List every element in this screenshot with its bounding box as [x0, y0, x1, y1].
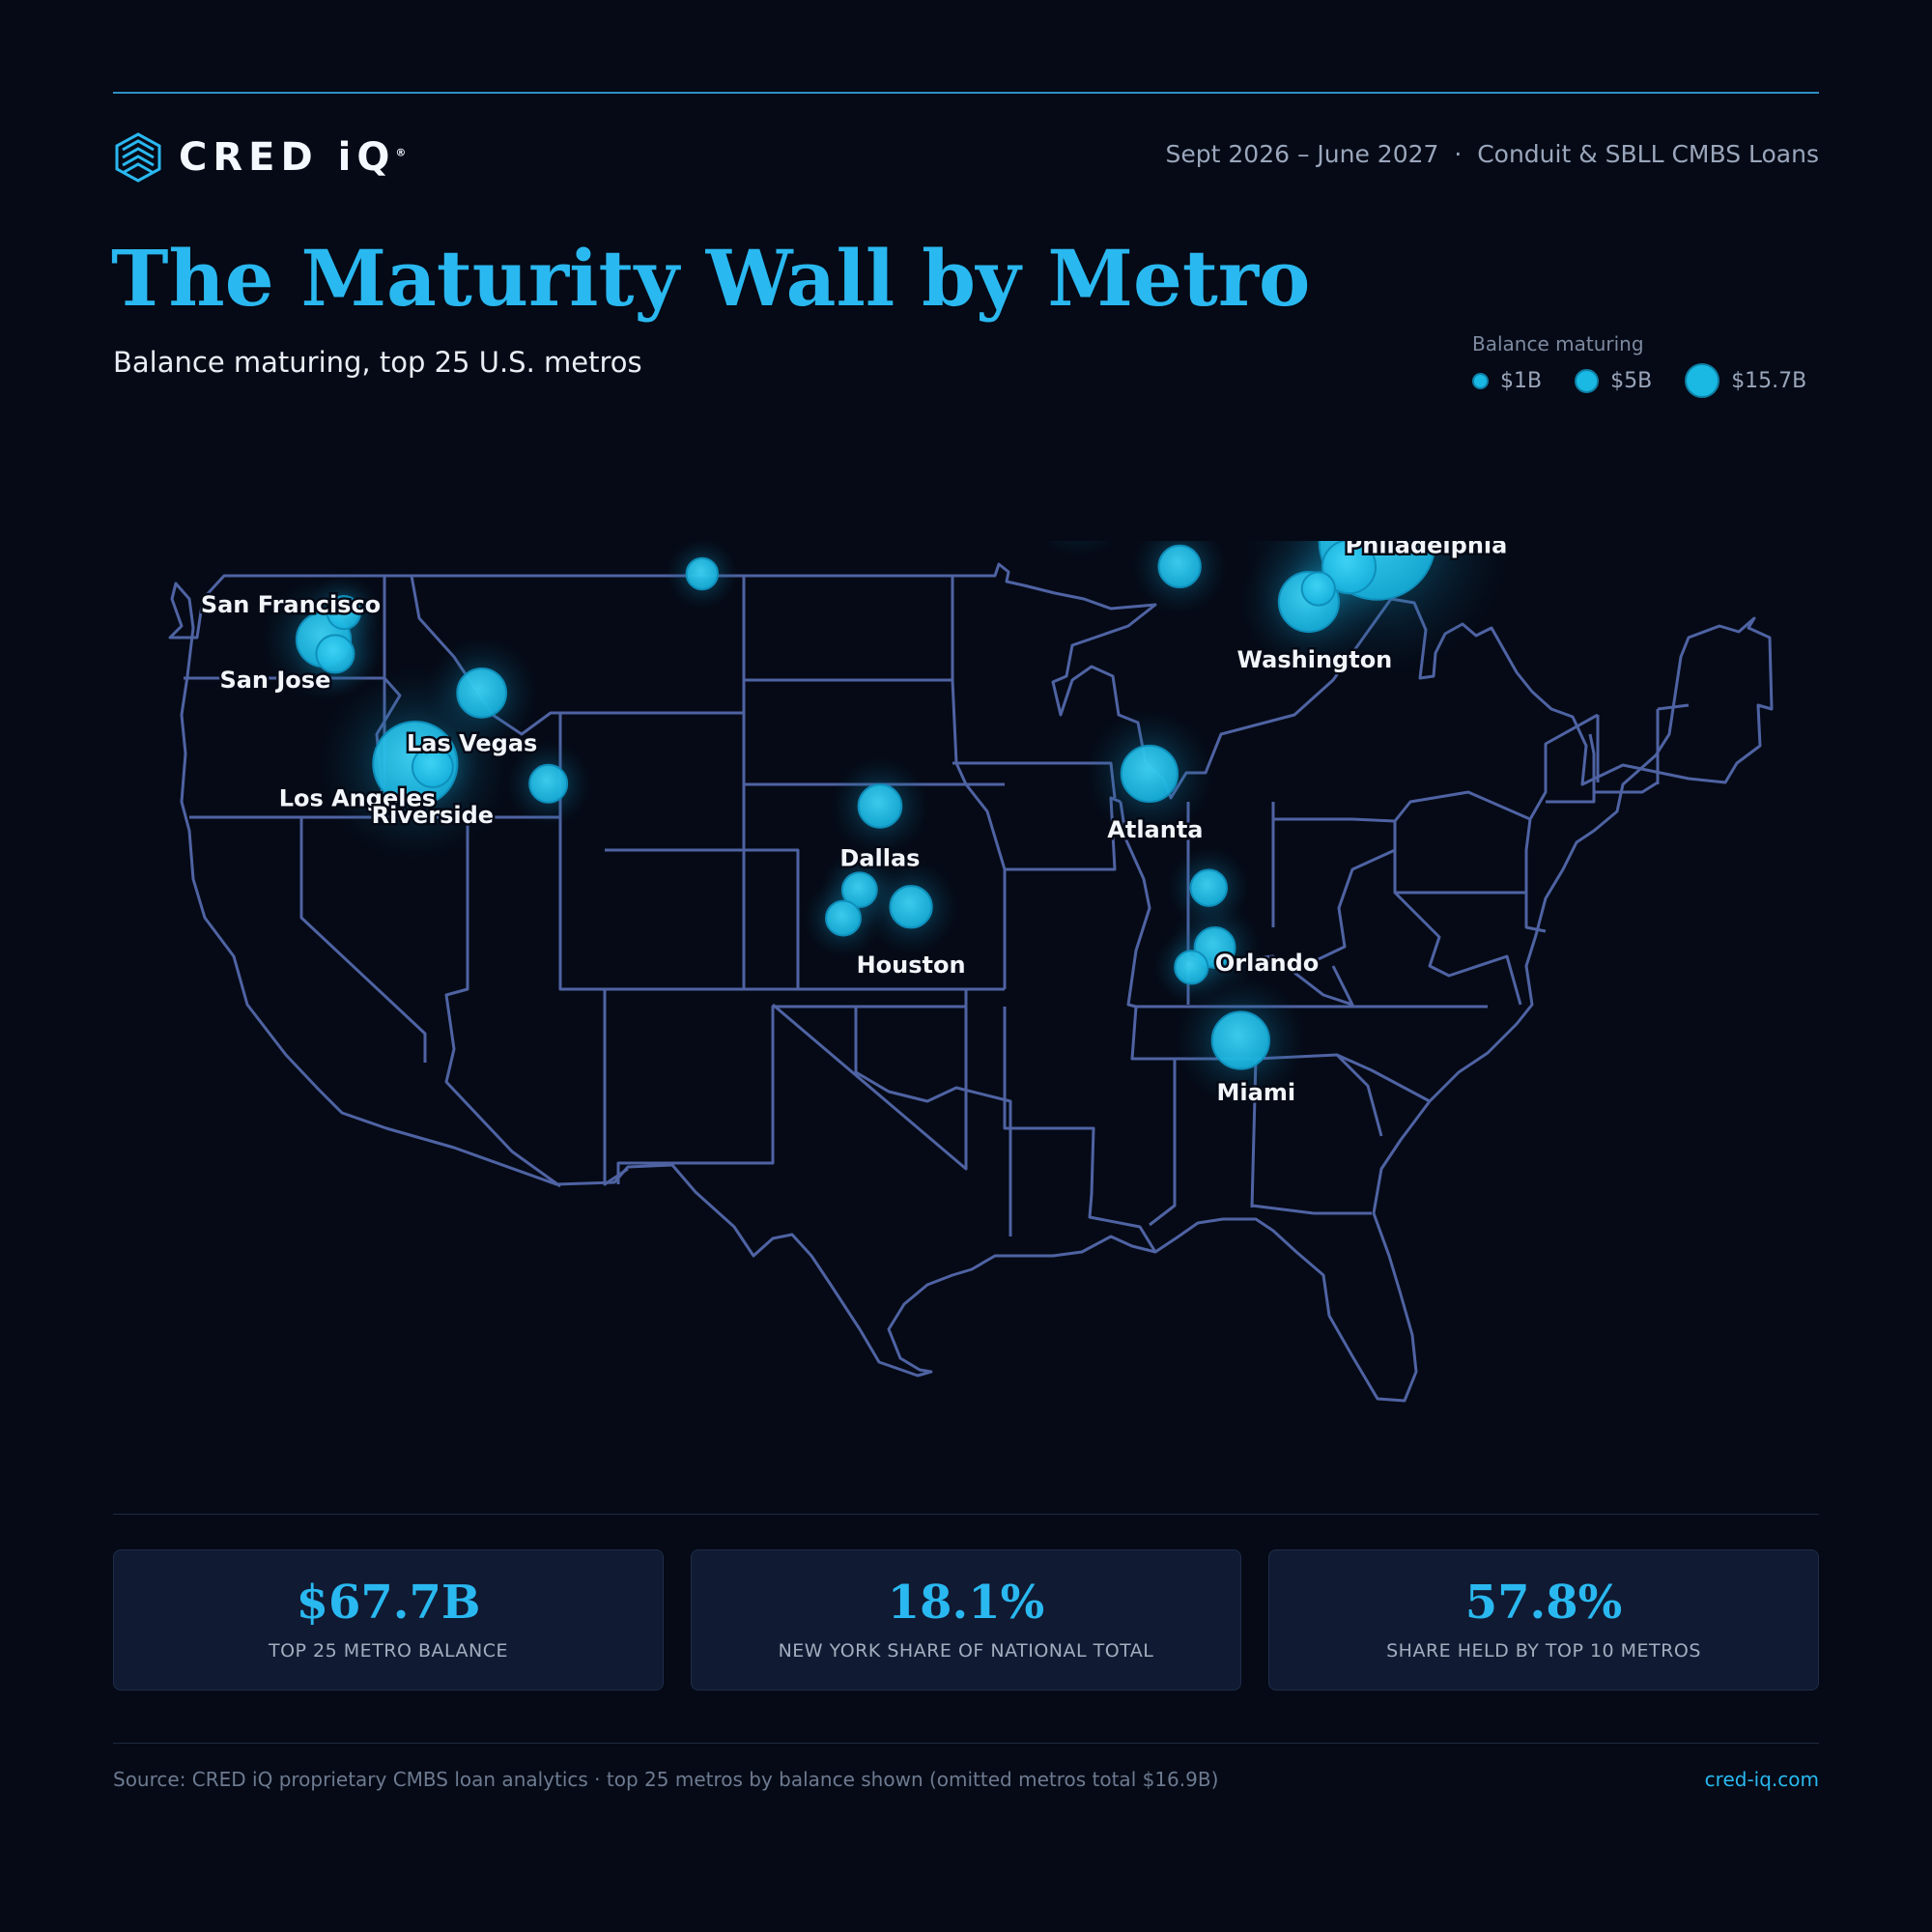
period-separator: ·	[1454, 140, 1463, 168]
metro-bubbles	[261, 541, 1511, 1107]
legend-title: Balance maturing	[1472, 332, 1644, 355]
report-period: Sept 2026 – June 2027 · Conduit & SBLL C…	[1166, 140, 1819, 168]
us-metro-map: New YorkLos AngelesBostonWashingtonMiami…	[168, 541, 1774, 1403]
bubble-glow	[1039, 541, 1119, 558]
metro-label-houston: Houston	[857, 952, 966, 979]
stat-label: TOP 25 METRO BALANCE	[268, 1639, 508, 1662]
period-range: Sept 2026 – June 2027	[1165, 140, 1439, 168]
stat-cards: $67.7B TOP 25 METRO BALANCE 18.1% NEW YO…	[113, 1549, 1819, 1690]
metro-bubble-denver[interactable]	[685, 556, 720, 591]
legend-label: $15.7B	[1731, 368, 1807, 393]
metro-label-philadelphia: Philadelphia	[1346, 541, 1508, 559]
metro-label-washington: Washington	[1237, 646, 1393, 673]
stat-card-top10-share: 57.8% SHARE HELD BY TOP 10 METROS	[1268, 1549, 1819, 1690]
metro-bubble-san-antonio[interactable]	[825, 899, 862, 937]
metro-bubble-austin[interactable]	[840, 871, 878, 909]
source-note: Source: CRED iQ proprietary CMBS loan an…	[113, 1768, 1219, 1791]
metro-bubble-phoenix[interactable]	[528, 763, 569, 804]
metro-bubble-houston[interactable]	[889, 885, 933, 929]
divider-bottom	[113, 1743, 1819, 1744]
metro-bubble-dallas[interactable]	[857, 783, 903, 829]
legend-bubble-icon	[1575, 368, 1600, 393]
brand-name: CRED iQ®	[179, 135, 407, 180]
legend-item-15-7b: $15.7B	[1685, 363, 1806, 398]
metro-bubble-miami[interactable]	[1210, 1010, 1270, 1070]
brand-logo[interactable]: CRED iQ®	[113, 128, 406, 186]
legend-label: $1B	[1500, 368, 1543, 393]
metro-bubble-riverside[interactable]	[411, 746, 454, 788]
metro-label-los-angeles: Los Angeles	[279, 785, 436, 812]
stat-label: NEW YORK SHARE OF NATIONAL TOTAL	[778, 1639, 1154, 1662]
metro-label-san-francisco: San Francisco	[201, 591, 381, 618]
top-rule	[113, 92, 1819, 94]
legend-bubble-icon	[1685, 363, 1720, 398]
metro-label-las-vegas: Las Vegas	[407, 729, 537, 756]
metro-bubble-columbus[interactable]	[1157, 544, 1202, 589]
stat-card-total-balance: $67.7B TOP 25 METRO BALANCE	[113, 1549, 664, 1690]
page-title: The Maturity Wall by Metro	[111, 233, 1311, 324]
state-boundaries	[168, 562, 1774, 1403]
size-legend: $1B $5B $15.7B	[1472, 363, 1806, 398]
metro-label-riverside: Riverside	[372, 802, 494, 829]
metro-label-miami: Miami	[1217, 1079, 1296, 1106]
metro-label-atlanta: Atlanta	[1107, 816, 1203, 843]
legend-bubble-icon	[1472, 372, 1489, 389]
metro-bubble-tampa[interactable]	[1174, 950, 1209, 985]
metro-bubble-las-vegas[interactable]	[456, 667, 508, 719]
stat-value: 57.8%	[1464, 1576, 1623, 1630]
cred-iq-logo-icon	[115, 132, 161, 183]
metro-labels: New YorkLos AngelesBostonWashingtonMiami…	[198, 541, 1510, 1108]
legend-label: $5B	[1610, 368, 1653, 393]
metro-bubble-philadelphia[interactable]	[1321, 541, 1378, 595]
metro-bubble-atlanta[interactable]	[1120, 744, 1179, 804]
metro-bubble-baltimore[interactable]	[1300, 571, 1336, 607]
loan-scope: Conduit & SBLL CMBS Loans	[1477, 140, 1819, 168]
stat-label: SHARE HELD BY TOP 10 METROS	[1386, 1639, 1701, 1662]
metro-label-san-jose: San Jose	[219, 667, 330, 694]
metro-label-orlando: Orlando	[1215, 950, 1319, 977]
page-subtitle: Balance maturing, top 25 U.S. metros	[113, 346, 642, 379]
stat-card-new-york-share: 18.1% NEW YORK SHARE OF NATIONAL TOTAL	[691, 1549, 1241, 1690]
stat-value: $67.7B	[296, 1576, 481, 1630]
metro-label-dallas: Dallas	[839, 844, 920, 871]
legend-item-5b: $5B	[1575, 368, 1653, 393]
legend-item-1b: $1B	[1472, 369, 1542, 393]
metro-bubble-san-jose[interactable]	[315, 634, 355, 674]
divider-top	[113, 1514, 1819, 1515]
metro-bubble-sacramento[interactable]	[326, 594, 362, 631]
metro-bubble-jacksonville[interactable]	[1189, 868, 1229, 907]
stat-value: 18.1%	[887, 1576, 1045, 1630]
website-link[interactable]: cred-iq.com	[1704, 1768, 1819, 1791]
